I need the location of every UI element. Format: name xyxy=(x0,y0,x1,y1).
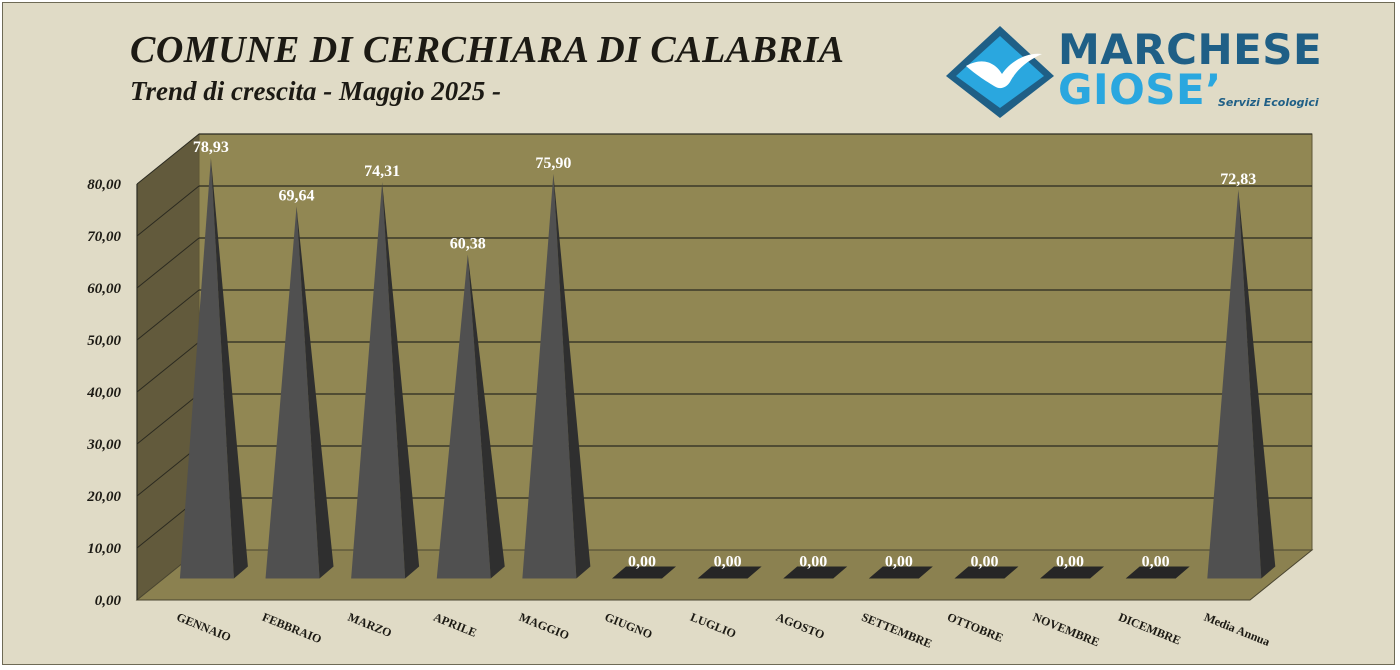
y-tick-label: 10,00 xyxy=(87,541,121,557)
data-label: 69,64 xyxy=(279,187,315,204)
chart-title: COMUNE DI CERCHIARA DI CALABRIA xyxy=(130,29,845,71)
y-tick-label: 40,00 xyxy=(86,385,121,401)
data-label: 78,93 xyxy=(193,139,229,156)
x-tick-label: DICEMBRE xyxy=(1116,610,1182,648)
x-tick-label: Media Annua xyxy=(1202,610,1272,649)
y-tick-label: 20,00 xyxy=(86,489,121,505)
data-label: 75,90 xyxy=(535,155,571,172)
brand-name: MARCHESE GIOSE’ xyxy=(1058,25,1323,114)
bar xyxy=(783,566,848,579)
gridline-side xyxy=(136,445,200,497)
gridline-side xyxy=(136,185,200,237)
gridline-side xyxy=(136,341,200,393)
bar xyxy=(522,173,577,579)
bar-side xyxy=(382,182,420,579)
chart-subtitle: Trend di crescita - Maggio 2025 - xyxy=(130,76,501,106)
data-label: 0,00 xyxy=(628,554,656,571)
bar xyxy=(1040,566,1105,579)
data-label: 0,00 xyxy=(1142,554,1170,571)
bar xyxy=(179,158,234,579)
y-tick-label: 30,00 xyxy=(86,437,121,453)
x-tick-label: LUGLIO xyxy=(688,610,738,641)
y-tick-label: 50,00 xyxy=(87,333,121,349)
y-tick-label: 70,00 xyxy=(87,229,121,245)
seagull-diamond-icon xyxy=(946,26,1054,118)
bar-side xyxy=(296,206,334,579)
bar xyxy=(351,182,406,579)
gridline-side xyxy=(136,237,200,289)
bar xyxy=(954,566,1019,579)
brand-line2: GIOSE’ xyxy=(1058,65,1222,114)
data-label: 74,31 xyxy=(364,163,400,180)
gridline-side xyxy=(136,393,200,445)
bar xyxy=(697,566,762,579)
x-tick-label: AGOSTO xyxy=(774,610,827,642)
x-tick-label: APRILE xyxy=(432,610,479,640)
bar xyxy=(265,206,320,579)
data-label: 0,00 xyxy=(1056,554,1084,571)
data-label: 60,38 xyxy=(450,236,486,253)
data-label: 72,83 xyxy=(1220,171,1256,188)
y-tick-label: 60,00 xyxy=(87,281,121,297)
bar xyxy=(1125,566,1190,579)
bar-side xyxy=(467,254,505,579)
gridline-side xyxy=(136,133,200,185)
bar-side xyxy=(553,173,591,579)
x-tick-label: GIUGNO xyxy=(603,610,655,642)
bar xyxy=(611,566,676,579)
x-tick-label: MARZO xyxy=(346,610,394,640)
bar xyxy=(436,254,491,579)
gridline-side xyxy=(136,289,200,341)
y-tick-label: 0,00 xyxy=(95,593,122,609)
x-tick-label: GENNAIO xyxy=(175,610,233,644)
bar-side xyxy=(210,158,248,579)
y-tick-label: 80,00 xyxy=(87,177,121,193)
data-label: 0,00 xyxy=(885,554,913,571)
data-label: 0,00 xyxy=(799,554,827,571)
x-tick-label: NOVEMBRE xyxy=(1031,610,1102,649)
data-label: 0,00 xyxy=(970,554,998,571)
brand-line1: MARCHESE xyxy=(1058,25,1323,74)
brand-tagline: Servizi Ecologici xyxy=(1218,96,1319,109)
x-tick-label: SETTEMBRE xyxy=(860,610,935,651)
bar xyxy=(868,566,933,579)
data-label: 0,00 xyxy=(714,554,742,571)
x-tick-label: MAGGIO xyxy=(517,610,571,643)
x-tick-label: FEBBRAIO xyxy=(260,610,323,646)
x-tick-label: OTTOBRE xyxy=(945,610,1005,645)
bar xyxy=(1207,189,1262,579)
bar-side xyxy=(1238,189,1276,579)
